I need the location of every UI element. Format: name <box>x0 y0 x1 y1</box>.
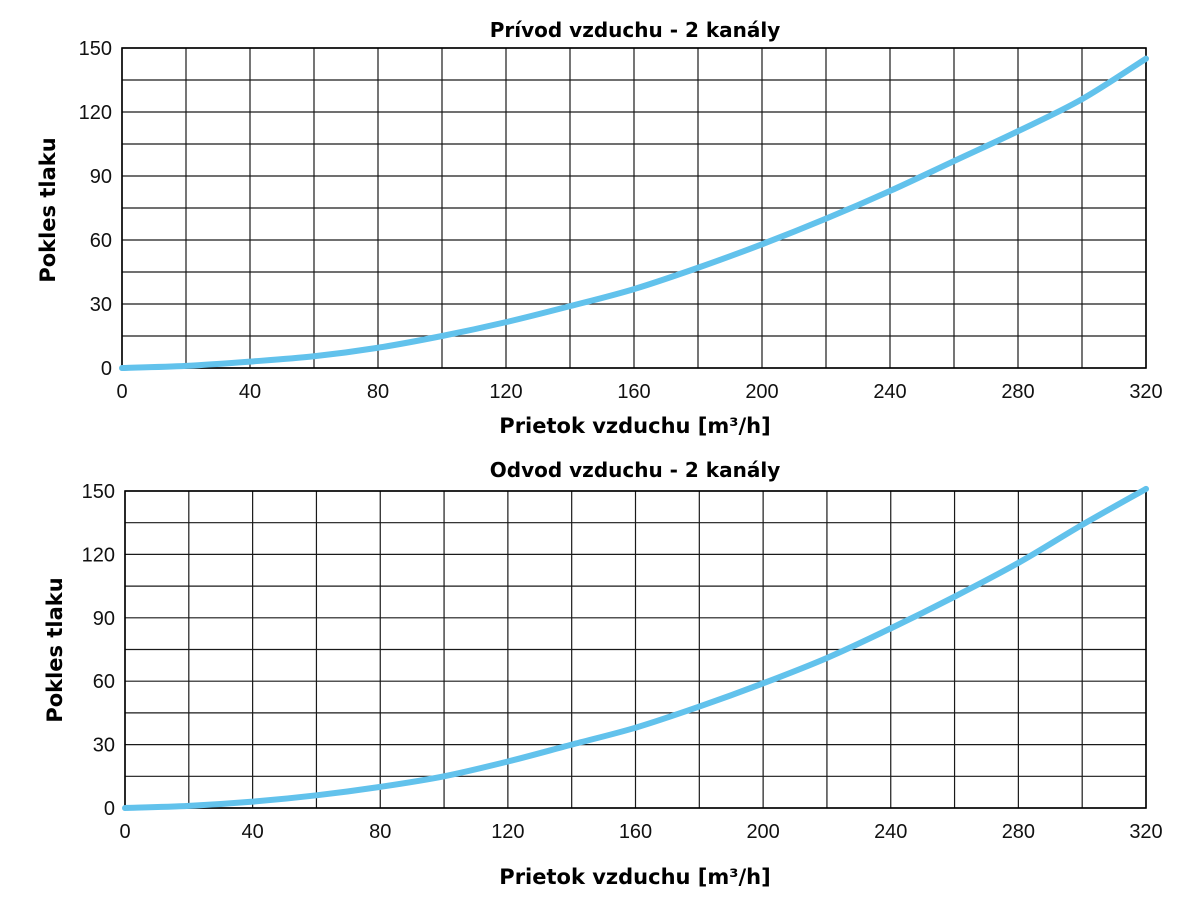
chart-title: Prívod vzduchu - 2 kanály <box>489 18 781 42</box>
x-tick-label: 80 <box>367 381 389 403</box>
plot-area: 0 40 80 120 160 200 240 280 320 0 30 60 90 120 150 <box>79 38 1163 403</box>
x-axis-label: Prietok vzduchu [m³/h] <box>499 865 771 889</box>
x-tick-label: 40 <box>239 381 261 403</box>
plot-frame <box>121 47 1147 369</box>
plot-frame <box>124 490 1147 809</box>
x-tick-label: 40 <box>242 821 264 843</box>
x-axis-label: Prietok vzduchu [m³/h] <box>499 414 771 438</box>
chart-title: Odvod vzduchu - 2 kanály <box>489 458 781 482</box>
y-tick-label: 150 <box>79 38 112 60</box>
y-tick-label: 0 <box>101 358 112 380</box>
y-tick-label: 90 <box>93 608 115 630</box>
y-tick-label: 90 <box>90 166 112 188</box>
x-tick-label: 160 <box>619 821 652 843</box>
x-tick-label: 0 <box>119 821 130 843</box>
x-tick-label: 240 <box>874 821 907 843</box>
x-tick-label: 200 <box>746 821 779 843</box>
chart-odvod: Odvod vzduchu - 2 kanály Pokles tlaku Pr… <box>0 450 1200 900</box>
x-tick-label: 200 <box>745 381 778 403</box>
x-tick-label: 120 <box>491 821 524 843</box>
series-line <box>122 485 1149 811</box>
series-line <box>119 55 1149 371</box>
y-tick-label: 120 <box>79 102 112 124</box>
y-tick-label: 60 <box>93 671 115 693</box>
plot-area: 0 40 80 120 160 200 240 280 320 0 30 60 90 120 150 <box>82 481 1163 843</box>
y-tick-label: 30 <box>93 735 115 757</box>
x-tick-label: 320 <box>1129 821 1162 843</box>
x-tick-label: 280 <box>1001 381 1034 403</box>
y-tick-label: 0 <box>104 798 115 820</box>
chart-privod: Prívod vzduchu - 2 kanály Pokles tlaku P… <box>36 18 1163 438</box>
y-tick-label: 30 <box>90 294 112 316</box>
y-tick-label: 60 <box>90 230 112 252</box>
x-tick-label: 240 <box>873 381 906 403</box>
x-tick-label: 280 <box>1002 821 1035 843</box>
x-tick-label: 320 <box>1129 381 1162 403</box>
x-tick-label: 80 <box>369 821 391 843</box>
y-tick-label: 150 <box>82 481 115 503</box>
x-tick-label: 0 <box>116 381 127 403</box>
x-tick-label: 160 <box>617 381 650 403</box>
x-tick-label: 120 <box>489 381 522 403</box>
y-tick-label: 120 <box>82 544 115 566</box>
